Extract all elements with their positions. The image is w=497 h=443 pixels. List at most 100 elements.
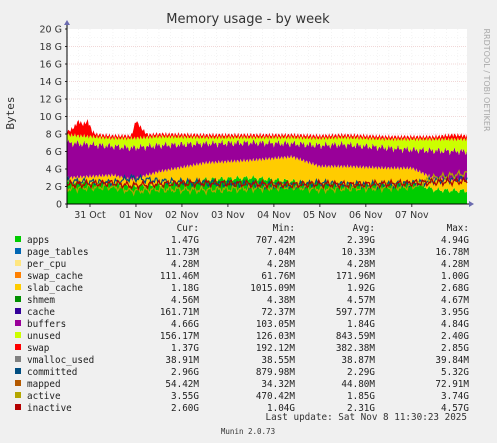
legend-name-inactive: inactive xyxy=(27,403,72,414)
legend-name-swap_cache: swap_cache xyxy=(27,271,83,282)
legend-header-avg: Avg: xyxy=(353,223,375,234)
legend-swatch-buffers xyxy=(15,320,21,326)
legend-max-active: 3.74G xyxy=(441,391,469,402)
legend-max-committed: 5.32G xyxy=(441,367,469,378)
legend-min-cache: 72.37M xyxy=(261,307,295,318)
legend-cur-buffers: 4.66G xyxy=(171,319,199,330)
legend-swatch-cache xyxy=(15,308,21,314)
x-tick-label: 07 Nov xyxy=(395,210,429,221)
legend-avg-cache: 597.77M xyxy=(336,307,376,318)
legend-swatch-mapped xyxy=(15,380,21,386)
legend-avg-slab_cache: 1.92G xyxy=(347,283,375,294)
legend-max-page_tables: 16.78M xyxy=(435,247,469,258)
legend-min-per_cpu: 4.28M xyxy=(267,259,295,270)
legend-name-cache: cache xyxy=(27,307,55,318)
legend-name-mapped: mapped xyxy=(27,379,61,390)
legend-header-max: Max: xyxy=(447,223,469,234)
legend-name-per_cpu: per_cpu xyxy=(27,259,66,270)
legend-cur-committed: 2.96G xyxy=(171,367,199,378)
legend-header-cur: Cur: xyxy=(177,223,199,234)
line-inactive xyxy=(66,175,468,191)
y-tick-label: 6 G xyxy=(46,147,62,158)
legend-max-apps: 4.94G xyxy=(441,235,469,246)
legend-name-active: active xyxy=(27,391,61,402)
legend-swatch-committed xyxy=(15,368,21,374)
y-tick-label: 4 G xyxy=(46,165,62,176)
legend-min-inactive: 1.04G xyxy=(267,403,295,414)
x-tick-label: 06 Nov xyxy=(349,210,383,221)
legend-cur-per_cpu: 4.28M xyxy=(171,259,199,270)
x-tick-label: 01 Nov xyxy=(119,210,153,221)
legend-header-min: Min: xyxy=(273,223,295,234)
legend-max-shmem: 4.67M xyxy=(441,295,469,306)
legend-cur-apps: 1.47G xyxy=(171,235,199,246)
legend-avg-page_tables: 10.33M xyxy=(341,247,375,258)
legend-cur-shmem: 4.56M xyxy=(171,295,199,306)
axes: 0 2 G 4 G 6 G 8 G 10 G 12 G 14 G 16 G 18 G 20 G 31 … xyxy=(40,20,474,221)
y-axis-arrow-icon xyxy=(64,20,70,25)
legend-swatch-shmem xyxy=(15,296,21,302)
legend-cur-slab_cache: 1.18G xyxy=(171,283,199,294)
legend-swatch-apps xyxy=(15,236,21,242)
chart-title: Memory usage - by week xyxy=(166,12,330,27)
legend: Cur: Min: Avg: Max: apps 1.47G 707.42M 2.39G 4.9… xyxy=(15,223,469,414)
legend-min-active: 470.42M xyxy=(256,391,296,402)
legend-min-slab_cache: 1015.09M xyxy=(250,283,295,294)
legend-name-committed: committed xyxy=(27,367,77,378)
legend-max-inactive: 4.57G xyxy=(441,403,469,414)
legend-min-unused: 126.03M xyxy=(256,331,296,342)
legend-name-swap: swap xyxy=(27,343,50,354)
legend-avg-active: 1.85G xyxy=(347,391,375,402)
legend-min-buffers: 103.05M xyxy=(256,319,296,330)
legend-min-page_tables: 7.04M xyxy=(267,247,295,258)
legend-swatch-inactive xyxy=(15,404,21,410)
x-tick-label: 02 Nov xyxy=(165,210,199,221)
legend-swatch-swap xyxy=(15,344,21,350)
area-swap xyxy=(67,119,467,142)
y-tick-label: 0 xyxy=(56,200,62,211)
legend-swatch-active xyxy=(15,392,21,398)
legend-cur-page_tables: 11.73M xyxy=(165,247,199,258)
legend-cur-swap: 1.37G xyxy=(171,343,199,354)
y-tick-label: 10 G xyxy=(40,112,62,123)
legend-name-apps: apps xyxy=(27,235,49,246)
legend-min-swap: 192.12M xyxy=(256,343,296,354)
legend-max-swap_cache: 1.00G xyxy=(441,271,469,282)
legend-max-per_cpu: 4.28M xyxy=(441,259,469,270)
legend-swatch-unused xyxy=(15,332,21,338)
x-axis-arrow-icon xyxy=(469,201,474,207)
legend-name-buffers: buffers xyxy=(27,319,66,330)
legend-min-apps: 707.42M xyxy=(256,235,296,246)
legend-name-unused: unused xyxy=(27,331,61,342)
legend-avg-mapped: 44.80M xyxy=(341,379,375,390)
y-tick-label: 14 G xyxy=(40,77,62,88)
legend-min-vmalloc_used: 38.55M xyxy=(261,355,295,366)
legend-avg-swap_cache: 171.96M xyxy=(336,271,376,282)
legend-swatch-swap_cache xyxy=(15,272,21,278)
line-series xyxy=(66,169,468,197)
last-update-text: Last update: Sat Nov 8 11:30:23 2025 xyxy=(266,412,468,423)
area-unused xyxy=(67,133,467,156)
legend-max-buffers: 4.84G xyxy=(441,319,469,330)
x-tick-label: 04 Nov xyxy=(257,210,291,221)
legend-avg-unused: 843.59M xyxy=(336,331,376,342)
legend-avg-buffers: 1.84G xyxy=(347,319,375,330)
legend-avg-vmalloc_used: 38.87M xyxy=(341,355,375,366)
legend-avg-inactive: 2.31G xyxy=(347,403,375,414)
legend-name-vmalloc_used: vmalloc_used xyxy=(27,355,94,366)
area-buffers xyxy=(67,138,467,182)
legend-cur-mapped: 54.42M xyxy=(165,379,199,390)
x-tick-label: 03 Nov xyxy=(211,210,245,221)
y-tick-label: 2 G xyxy=(46,182,62,193)
legend-avg-shmem: 4.57M xyxy=(347,295,375,306)
legend-max-unused: 2.40G xyxy=(441,331,469,342)
y-tick-label: 16 G xyxy=(40,60,62,71)
legend-cur-unused: 156.17M xyxy=(160,331,200,342)
legend-swatch-vmalloc_used xyxy=(15,356,21,362)
legend-min-committed: 879.98M xyxy=(256,367,296,378)
legend-cur-inactive: 2.60G xyxy=(171,403,199,414)
legend-max-swap: 2.85G xyxy=(441,343,469,354)
legend-avg-apps: 2.39G xyxy=(347,235,375,246)
legend-name-shmem: shmem xyxy=(27,295,55,306)
